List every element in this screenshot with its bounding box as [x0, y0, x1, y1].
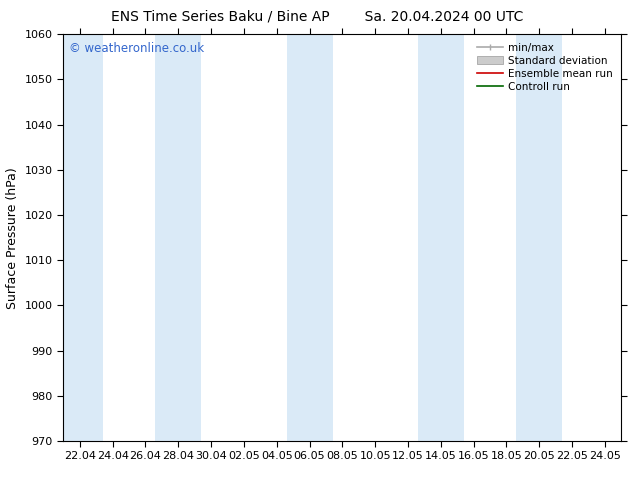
Y-axis label: Surface Pressure (hPa): Surface Pressure (hPa) — [6, 167, 19, 309]
Bar — [516, 34, 562, 441]
Bar — [155, 34, 201, 441]
Bar — [287, 34, 332, 441]
Legend: min/max, Standard deviation, Ensemble mean run, Controll run: min/max, Standard deviation, Ensemble me… — [474, 40, 616, 95]
Bar — [418, 34, 464, 441]
Text: ENS Time Series Baku / Bine AP        Sa. 20.04.2024 00 UTC: ENS Time Series Baku / Bine AP Sa. 20.04… — [111, 10, 523, 24]
Bar — [57, 34, 103, 441]
Text: © weatheronline.co.uk: © weatheronline.co.uk — [69, 43, 204, 55]
